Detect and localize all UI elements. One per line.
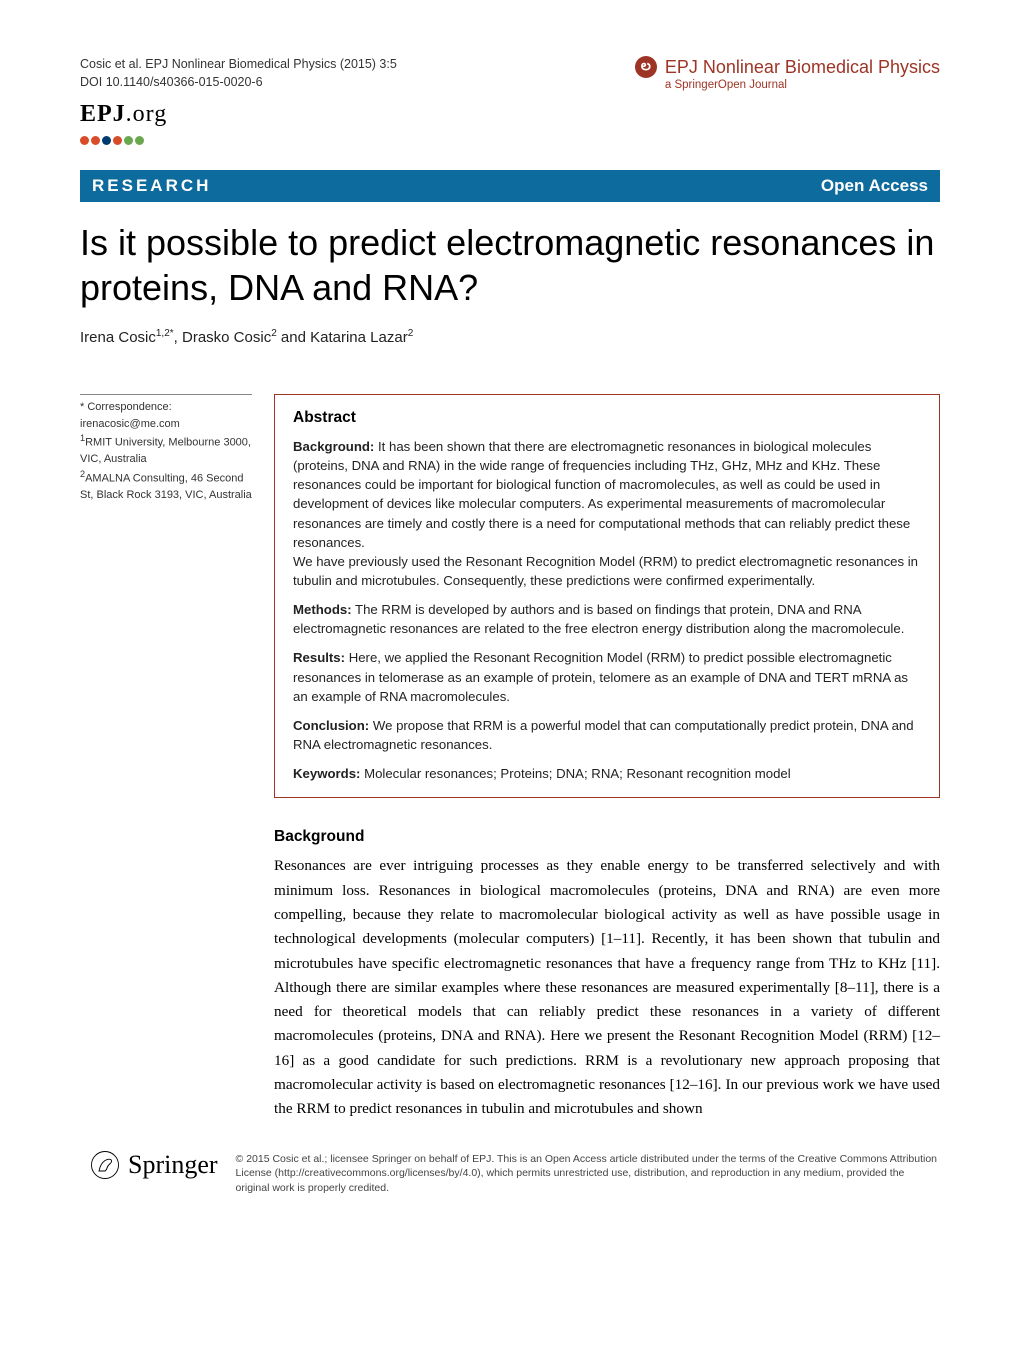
keywords: Keywords: Molecular resonances; Proteins…	[293, 764, 921, 783]
brand-dot	[80, 136, 89, 145]
article-title: Is it possible to predict electromagneti…	[80, 220, 940, 310]
methods-label: Methods:	[293, 602, 352, 617]
header-left: Cosic et al. EPJ Nonlinear Biomedical Ph…	[80, 56, 397, 91]
right-column: Abstract Background: It has been shown t…	[274, 394, 940, 1122]
dots-row	[80, 132, 940, 150]
journal-name: EPJ Nonlinear Biomedical Physics	[665, 57, 940, 78]
research-label: RESEARCH	[92, 176, 211, 196]
correspondence-email[interactable]: irenacosic@me.com	[80, 416, 252, 433]
background-heading: Background	[274, 828, 940, 846]
abstract-conclusion: Conclusion: We propose that RRM is a pow…	[293, 716, 921, 754]
background-label: Background:	[293, 439, 374, 454]
correspondence-label: * Correspondence:	[80, 399, 252, 416]
journal-icon: ల	[635, 56, 657, 78]
springer-text: Springer	[128, 1150, 218, 1180]
page-container: Cosic et al. EPJ Nonlinear Biomedical Ph…	[0, 0, 1020, 1236]
research-bar: RESEARCH Open Access	[80, 170, 940, 202]
correspondence-block: * Correspondence: irenacosic@me.com 1RMI…	[80, 394, 252, 503]
journal-brand: ల EPJ Nonlinear Biomedical Physics	[635, 56, 940, 78]
abstract-results: Results: Here, we applied the Resonant R…	[293, 648, 921, 705]
springer-logo: Springer	[90, 1150, 218, 1180]
left-column: * Correspondence: irenacosic@me.com 1RMI…	[80, 394, 252, 1122]
background-text: It has been shown that there are electro…	[293, 439, 910, 550]
abstract-background: Background: It has been shown that there…	[293, 437, 921, 590]
abstract-box: Abstract Background: It has been shown t…	[274, 394, 940, 798]
conclusion-label: Conclusion:	[293, 718, 369, 733]
header-row: Cosic et al. EPJ Nonlinear Biomedical Ph…	[80, 56, 940, 91]
keywords-text: Molecular resonances; Proteins; DNA; RNA…	[360, 766, 790, 781]
citation-line2: DOI 10.1140/s40366-015-0020-6	[80, 74, 397, 92]
affiliation-2: 2AMALNA Consulting, 46 Second St, Black …	[80, 468, 252, 504]
citation-line1: Cosic et al. EPJ Nonlinear Biomedical Ph…	[80, 56, 397, 74]
keywords-label: Keywords:	[293, 766, 360, 781]
content-row: * Correspondence: irenacosic@me.com 1RMI…	[80, 394, 940, 1122]
epj-org-logo: EPJ.org	[80, 101, 940, 128]
open-access-label: Open Access	[821, 176, 928, 196]
brand-dot	[135, 136, 144, 145]
abstract-heading: Abstract	[293, 409, 921, 427]
background-text2: We have previously used the Resonant Rec…	[293, 554, 918, 588]
conclusion-text: We propose that RRM is a powerful model …	[293, 718, 914, 752]
springer-horse-icon	[90, 1150, 120, 1180]
brand-dot	[113, 136, 122, 145]
journal-subtitle: a SpringerOpen Journal	[665, 79, 940, 91]
header-right: ల EPJ Nonlinear Biomedical Physics a Spr…	[635, 56, 940, 91]
abstract-methods: Methods: The RRM is developed by authors…	[293, 600, 921, 638]
authors: Irena Cosic1,2*, Drasko Cosic2 and Katar…	[80, 328, 940, 346]
results-text: Here, we applied the Resonant Recognitio…	[293, 650, 908, 703]
brand-dot	[124, 136, 133, 145]
epj-suffix: .org	[126, 101, 168, 127]
results-label: Results:	[293, 650, 345, 665]
copyright-text: © 2015 Cosic et al.; licensee Springer o…	[236, 1150, 940, 1196]
epj-label: EPJ	[80, 101, 126, 127]
brand-dot	[91, 136, 100, 145]
background-body: Resonances are ever intriguing processes…	[274, 854, 940, 1121]
footer-row: Springer © 2015 Cosic et al.; licensee S…	[80, 1150, 940, 1196]
brand-dot	[102, 136, 111, 145]
methods-text: The RRM is developed by authors and is b…	[293, 602, 904, 636]
affiliation-1: 1RMIT University, Melbourne 3000, VIC, A…	[80, 432, 252, 468]
